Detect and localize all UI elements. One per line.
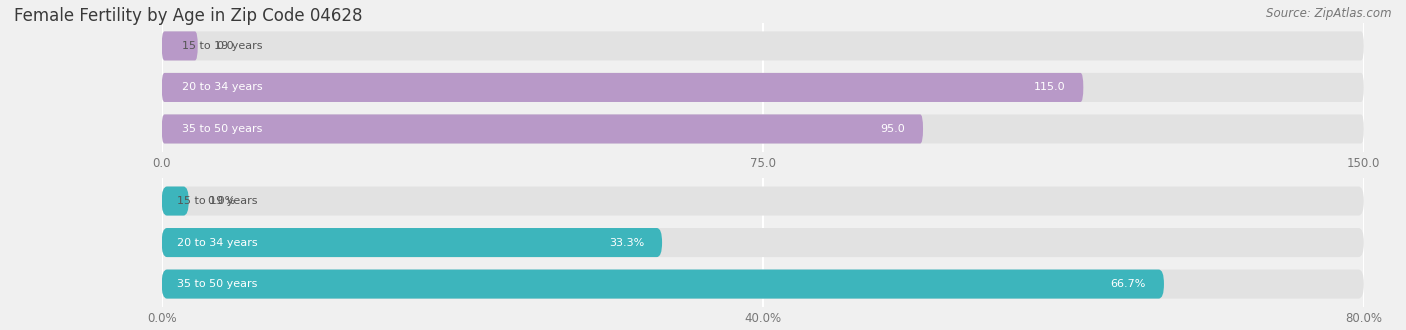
Text: 35 to 50 years: 35 to 50 years — [181, 124, 262, 134]
FancyBboxPatch shape — [162, 186, 188, 215]
Text: 20 to 34 years: 20 to 34 years — [181, 82, 262, 92]
FancyBboxPatch shape — [162, 73, 1083, 102]
Text: Female Fertility by Age in Zip Code 04628: Female Fertility by Age in Zip Code 0462… — [14, 7, 363, 25]
Text: 115.0: 115.0 — [1033, 82, 1066, 92]
FancyBboxPatch shape — [162, 270, 1364, 299]
Text: 95.0: 95.0 — [880, 124, 905, 134]
Text: 15 to 19 years: 15 to 19 years — [177, 196, 257, 206]
FancyBboxPatch shape — [162, 73, 1364, 102]
FancyBboxPatch shape — [162, 228, 1364, 257]
FancyBboxPatch shape — [162, 115, 1364, 144]
FancyBboxPatch shape — [162, 31, 198, 60]
FancyBboxPatch shape — [162, 228, 662, 257]
Text: 20 to 34 years: 20 to 34 years — [177, 238, 257, 248]
Text: 33.3%: 33.3% — [609, 238, 644, 248]
Text: 35 to 50 years: 35 to 50 years — [177, 279, 257, 289]
FancyBboxPatch shape — [162, 186, 1364, 215]
Text: 15 to 19 years: 15 to 19 years — [181, 41, 262, 51]
Text: 66.7%: 66.7% — [1111, 279, 1146, 289]
Text: 0.0%: 0.0% — [207, 196, 235, 206]
FancyBboxPatch shape — [162, 31, 1364, 60]
FancyBboxPatch shape — [162, 115, 922, 144]
FancyBboxPatch shape — [162, 270, 1164, 299]
Text: 0.0: 0.0 — [215, 41, 233, 51]
Text: Source: ZipAtlas.com: Source: ZipAtlas.com — [1267, 7, 1392, 19]
